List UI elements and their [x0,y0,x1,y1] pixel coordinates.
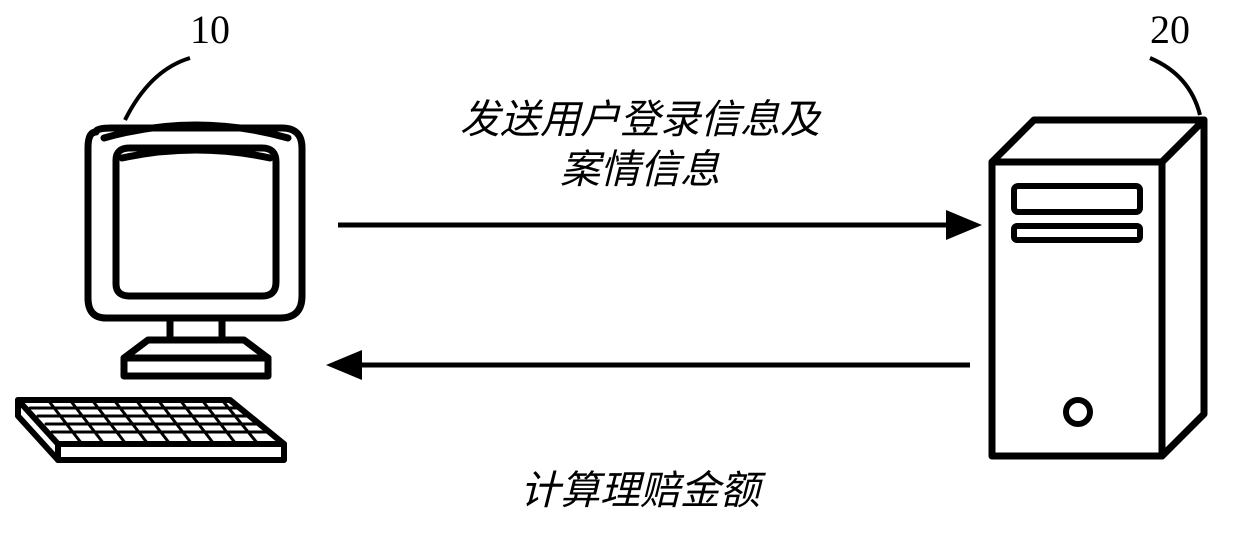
leader-20 [1150,58,1200,115]
diagram-svg [0,0,1240,537]
arrow-send [338,210,982,240]
client-computer-icon [18,125,302,460]
leader-10 [125,58,190,120]
diagram-stage: 10 20 发送用户登录信息及 案情信息 计算理赔金额 [0,0,1240,537]
arrow-calc [326,350,970,380]
server-tower-icon [992,120,1204,456]
